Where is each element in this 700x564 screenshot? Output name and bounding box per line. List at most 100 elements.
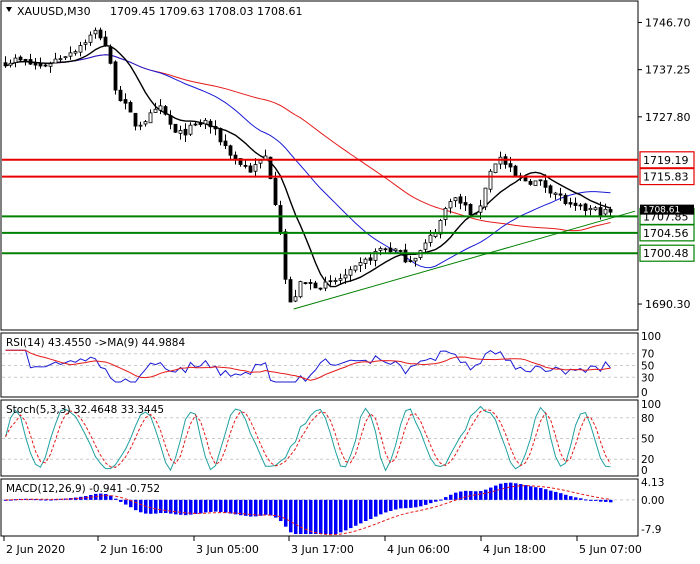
- main-y-tick-label: 1690.30: [645, 298, 691, 311]
- bear-candle-body: [583, 203, 588, 212]
- candle: [328, 275, 333, 286]
- bull-candle-body: [483, 187, 488, 208]
- candle: [393, 248, 398, 253]
- macd-bar: [499, 483, 503, 500]
- macd-bar: [49, 499, 53, 501]
- x-tick-label: 2 Jun 16:00: [100, 543, 163, 556]
- macd-bar: [439, 499, 443, 501]
- macd-bar: [534, 487, 538, 500]
- stoch-series-layer: [2, 405, 637, 472]
- bull-candle-body: [448, 201, 453, 209]
- candle: [308, 279, 313, 290]
- main-series-layer: [3, 27, 636, 310]
- price-level-label: 1715.83: [643, 171, 689, 184]
- candle: [183, 123, 188, 142]
- candle: [98, 27, 103, 41]
- candle: [488, 169, 493, 193]
- ohlc-label: 1709.45 1709.63 1708.03 1708.61: [110, 5, 302, 18]
- candle: [218, 127, 223, 146]
- macd-bar: [159, 499, 163, 514]
- bull-candle-body: [153, 108, 158, 113]
- bear-candle-body: [168, 115, 173, 125]
- main-y-tick-label: 1727.80: [645, 111, 691, 124]
- macd-bar: [449, 494, 453, 500]
- candle: [53, 52, 58, 64]
- bull-candle-body: [323, 281, 328, 289]
- candle: [353, 265, 358, 273]
- macd-bar: [559, 493, 563, 500]
- candle: [108, 44, 113, 65]
- macd-bar: [269, 499, 273, 516]
- main-y-tick-label: 1746.70: [645, 16, 691, 29]
- macd-bar: [99, 493, 103, 500]
- bull-candle-body: [363, 258, 368, 264]
- bear-candle-body: [28, 59, 33, 65]
- macd-bar: [339, 499, 343, 533]
- stoch-tick-label: 80: [641, 413, 654, 425]
- macd-tick-label: -7.9: [641, 524, 662, 536]
- current-price-box: [640, 204, 694, 215]
- bull-candle-body: [588, 207, 593, 211]
- macd-bar: [209, 499, 213, 512]
- macd-bar: [254, 499, 258, 517]
- candle: [458, 193, 463, 210]
- candle: [313, 280, 318, 289]
- bear-candle-body: [128, 102, 133, 113]
- collapse-arrow-icon[interactable]: [6, 7, 12, 12]
- candle: [78, 41, 83, 57]
- macd-bar: [309, 499, 313, 534]
- macd-bar: [554, 491, 558, 500]
- bull-candle-body: [428, 234, 433, 243]
- macd-bar: [389, 499, 393, 511]
- macd-bar: [239, 499, 243, 516]
- candle: [148, 109, 153, 124]
- bull-candle-body: [453, 197, 458, 202]
- bear-candle-body: [118, 89, 123, 102]
- ma-mid-line: [5, 54, 611, 269]
- bear-candle-body: [398, 250, 403, 252]
- macd-tick-label: 4.13: [641, 477, 664, 489]
- bear-candle-body: [463, 202, 468, 206]
- macd-tick-label: 0.00: [641, 495, 664, 507]
- candle: [463, 196, 468, 212]
- bear-candle-body: [213, 125, 218, 130]
- macd-bar: [319, 499, 323, 534]
- macd-bar: [384, 499, 388, 513]
- bull-candle-body: [83, 42, 88, 45]
- bull-candle-body: [423, 242, 428, 250]
- bear-candle-body: [368, 257, 373, 261]
- rsi-label: RSI(14) 43.4550 ->MA(9) 44.9884: [6, 337, 185, 349]
- candle: [208, 119, 213, 134]
- price-level-box: [639, 167, 695, 186]
- candle: [103, 30, 108, 47]
- bear-candle-body: [43, 64, 48, 67]
- candle: [253, 158, 258, 178]
- candle: [548, 184, 553, 198]
- macd-bar: [184, 499, 188, 516]
- macd-bar: [259, 499, 263, 516]
- bull-candle-body: [93, 29, 98, 35]
- macd-bar: [249, 499, 253, 517]
- macd-bar: [504, 482, 508, 500]
- x-tick-label: 3 Jun 17:00: [291, 543, 354, 556]
- bear-candle-body: [313, 282, 318, 289]
- bull-candle-body: [13, 57, 18, 63]
- candle: [178, 125, 183, 140]
- candle: [453, 197, 458, 208]
- bear-candle-body: [218, 128, 223, 143]
- bear-candle-body: [303, 282, 308, 284]
- macd-bar: [314, 499, 318, 534]
- bull-candle-body: [63, 56, 68, 59]
- x-tick-label: 5 Jun 07:00: [579, 543, 642, 556]
- candle: [188, 122, 193, 136]
- candle: [68, 46, 73, 60]
- bear-candle-body: [123, 99, 128, 104]
- bull-candle-body: [148, 112, 153, 124]
- bear-candle-body: [543, 180, 548, 188]
- macd-bar: [244, 499, 248, 516]
- support-trendline: [293, 210, 636, 310]
- bull-candle-body: [73, 51, 78, 54]
- bull-candle-body: [293, 296, 298, 302]
- rsi-tick-label: 70: [641, 349, 654, 361]
